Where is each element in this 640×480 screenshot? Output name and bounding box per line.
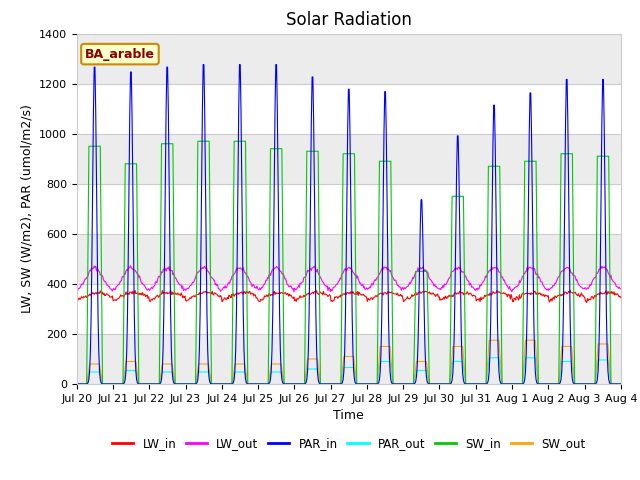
LW_in (431, 292, 438, 298)
LW_out (140, 282, 147, 288)
PAR_out (139, 381, 147, 387)
Text: BA_arable: BA_arable (85, 48, 155, 60)
PAR_in (416, 264, 424, 269)
SW_out (139, 381, 147, 387)
PAR_in (139, 381, 147, 387)
SW_out (83, 381, 90, 387)
PAR_out (194, 372, 202, 378)
SW_in (195, 138, 202, 144)
SW_in (194, 138, 202, 144)
PAR_in (83, 381, 90, 387)
LW_out (195, 269, 202, 275)
PAR_in (223, 381, 231, 387)
Bar (77, 34, 621, 84)
PAR_out (83, 381, 90, 387)
Legend: LW_in, LW_out, PAR_in, PAR_out, SW_in, SW_out: LW_in, LW_out, PAR_in, PAR_out, SW_in, S… (107, 433, 591, 455)
LW_in (415, 290, 422, 296)
LW_out (617, 286, 625, 292)
LW_out (83, 275, 90, 280)
SW_in (139, 381, 147, 387)
PAR_out (431, 381, 438, 387)
LW_in (223, 296, 230, 302)
PAR_in (73, 381, 81, 387)
PAR_in (200, 62, 208, 68)
Bar (77, 134, 621, 184)
SW_in (73, 381, 81, 387)
LW_out (73, 287, 81, 292)
LW_out (433, 283, 440, 289)
SW_out (415, 359, 422, 364)
SW_in (617, 381, 625, 387)
Line: PAR_out: PAR_out (77, 358, 621, 384)
LW_out (223, 282, 231, 288)
PAR_out (73, 381, 81, 387)
Bar (77, 334, 621, 384)
SW_out (617, 381, 625, 387)
SW_in (416, 268, 424, 274)
LW_in (83, 295, 90, 300)
SW_in (83, 381, 90, 387)
SW_out (223, 381, 230, 387)
SW_in (431, 381, 439, 387)
Line: PAR_in: PAR_in (77, 65, 621, 384)
SW_out (194, 366, 202, 372)
Line: LW_in: LW_in (77, 290, 621, 302)
LW_in (73, 298, 81, 303)
PAR_out (223, 381, 230, 387)
PAR_in (431, 381, 439, 387)
LW_in (139, 290, 147, 296)
PAR_out (485, 355, 493, 360)
LW_in (583, 300, 591, 305)
Line: LW_out: LW_out (77, 266, 621, 292)
LW_in (194, 292, 202, 298)
Line: SW_in: SW_in (77, 141, 621, 384)
LW_in (566, 288, 574, 293)
SW_out (485, 337, 493, 343)
X-axis label: Time: Time (333, 409, 364, 422)
SW_out (73, 381, 81, 387)
Line: SW_out: SW_out (77, 340, 621, 384)
LW_in (617, 295, 625, 300)
PAR_out (617, 381, 625, 387)
Title: Solar Radiation: Solar Radiation (286, 11, 412, 29)
PAR_in (194, 376, 202, 382)
Bar (77, 234, 621, 284)
LW_out (290, 289, 298, 295)
SW_in (223, 381, 231, 387)
SW_out (431, 381, 438, 387)
Y-axis label: LW, SW (W/m2), PAR (umol/m2/s): LW, SW (W/m2), PAR (umol/m2/s) (20, 104, 33, 313)
PAR_out (415, 368, 422, 373)
LW_out (417, 264, 424, 270)
PAR_in (617, 381, 625, 387)
LW_out (127, 263, 134, 269)
